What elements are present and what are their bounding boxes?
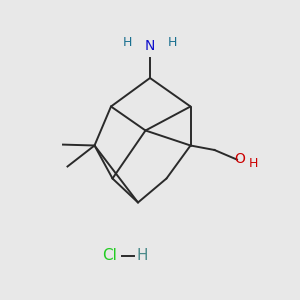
- Text: O: O: [234, 152, 245, 166]
- Text: H: H: [123, 36, 132, 49]
- Text: N: N: [145, 40, 155, 53]
- Text: H: H: [249, 157, 258, 170]
- Text: H: H: [137, 248, 148, 263]
- Text: H: H: [168, 36, 177, 49]
- Text: Cl: Cl: [102, 248, 117, 263]
